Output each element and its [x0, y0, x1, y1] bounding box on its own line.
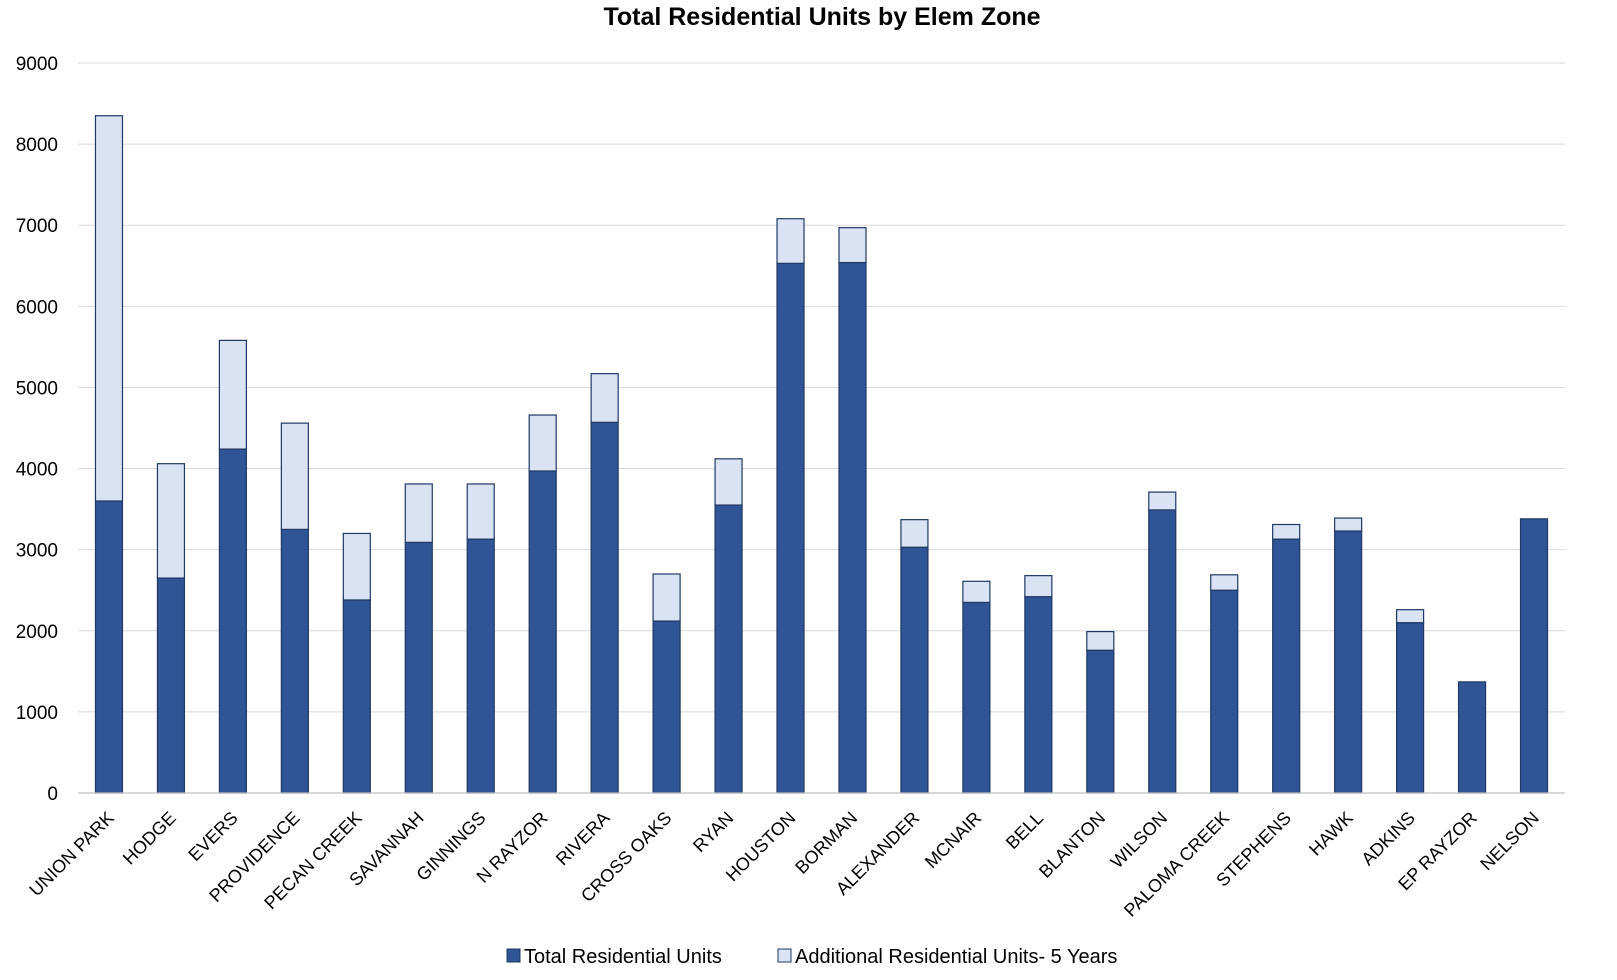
y-tick-label: 4000: [16, 460, 58, 481]
bar-additional-residential-units: [1148, 491, 1177, 511]
bar-total-residential-units: [404, 541, 433, 794]
bar-additional-residential-units: [838, 227, 867, 264]
x-category-label: BELL: [1002, 808, 1047, 853]
bar-total-residential-units: [156, 577, 186, 794]
y-tick-label: 5000: [16, 378, 58, 399]
bar-total-residential-units: [466, 538, 495, 794]
bar-total-residential-units: [1024, 596, 1053, 794]
x-category-label: RYAN: [689, 808, 737, 856]
bar-additional-residential-units: [218, 339, 247, 450]
bar-additional-residential-units: [466, 483, 495, 540]
x-category-label: WILSON: [1107, 808, 1171, 872]
x-category-label: PALOMA CREEK: [1120, 808, 1233, 921]
x-category-label: ADKINS: [1357, 808, 1419, 870]
y-axis-tick-labels: 0 1000 2000 3000 4000 5000 6000 7000 8000 9000: [16, 54, 58, 805]
y-tick-label: 8000: [16, 135, 58, 156]
bar-total-residential-units: [280, 528, 309, 794]
y-tick-label: 3000: [16, 541, 58, 562]
x-category-label: MCNAIR: [921, 808, 985, 872]
bar-total-residential-units: [342, 599, 371, 794]
y-tick-label: 0: [47, 784, 58, 805]
bar-additional-residential-units: [1086, 630, 1115, 651]
bar-total-residential-units: [900, 546, 929, 794]
x-category-label: HAWK: [1305, 808, 1357, 860]
y-tick-label: 9000: [16, 54, 58, 75]
x-category-label: NELSON: [1476, 808, 1542, 874]
legend-label: Total Residential Units: [524, 946, 722, 968]
bar-total-residential-units: [1519, 518, 1549, 794]
bar-additional-residential-units: [1334, 517, 1363, 532]
bar-additional-residential-units: [1210, 574, 1239, 591]
bar-total-residential-units: [838, 261, 867, 794]
bar-additional-residential-units: [1272, 523, 1301, 540]
bar-total-residential-units: [218, 448, 247, 794]
bar-additional-residential-units: [714, 458, 743, 506]
bar-additional-residential-units: [900, 519, 929, 548]
bar-total-residential-units: [1148, 509, 1177, 794]
bar-total-residential-units: [1272, 538, 1301, 794]
bar-additional-residential-units: [590, 373, 619, 423]
bar-total-residential-units: [776, 262, 805, 794]
x-category-label: BLANTON: [1035, 808, 1109, 882]
bar-total-residential-units: [1086, 649, 1115, 794]
bar-additional-residential-units: [280, 422, 309, 530]
chart-title: Total Residential Units by Elem Zone: [603, 3, 1040, 31]
bar-total-residential-units: [528, 470, 557, 794]
legend: Total Residential Units Additional Reside…: [506, 946, 1117, 968]
bar-total-residential-units: [1396, 622, 1425, 794]
bar-total-residential-units: [1210, 589, 1239, 794]
gridlines: [78, 62, 1565, 713]
x-category-label: EVERS: [184, 808, 241, 865]
x-category-label: UNION PARK: [25, 808, 117, 900]
bar-additional-residential-units: [404, 483, 433, 543]
y-tick-label: 2000: [16, 622, 58, 643]
bar-additional-residential-units: [342, 532, 371, 601]
legend-swatch: [777, 948, 792, 963]
bar-additional-residential-units: [776, 218, 805, 264]
bar-additional-residential-units: [1024, 575, 1053, 598]
bar-additional-residential-units: [652, 573, 681, 622]
y-tick-label: 6000: [16, 297, 58, 318]
legend-swatch: [506, 948, 521, 963]
y-tick-label: 7000: [16, 216, 58, 237]
bar-additional-residential-units: [1396, 609, 1425, 624]
bar-additional-residential-units: [962, 580, 991, 603]
bar-total-residential-units: [652, 620, 681, 794]
bars: [94, 115, 1549, 794]
bar-additional-residential-units: [156, 463, 186, 579]
bar-total-residential-units: [1334, 530, 1363, 794]
bar-additional-residential-units: [528, 414, 557, 472]
bar-total-residential-units: [1457, 681, 1487, 794]
x-category-label: HODGE: [119, 808, 180, 869]
legend-label: Additional Residential Units- 5 Years: [795, 946, 1117, 968]
bar-total-residential-units: [714, 504, 743, 794]
y-tick-label: 1000: [16, 703, 58, 724]
bar-total-residential-units: [590, 421, 619, 794]
bar-additional-residential-units: [94, 115, 124, 502]
bar-total-residential-units: [962, 601, 991, 794]
x-category-label: RIVERA: [552, 808, 614, 870]
bar-total-residential-units: [94, 500, 124, 794]
